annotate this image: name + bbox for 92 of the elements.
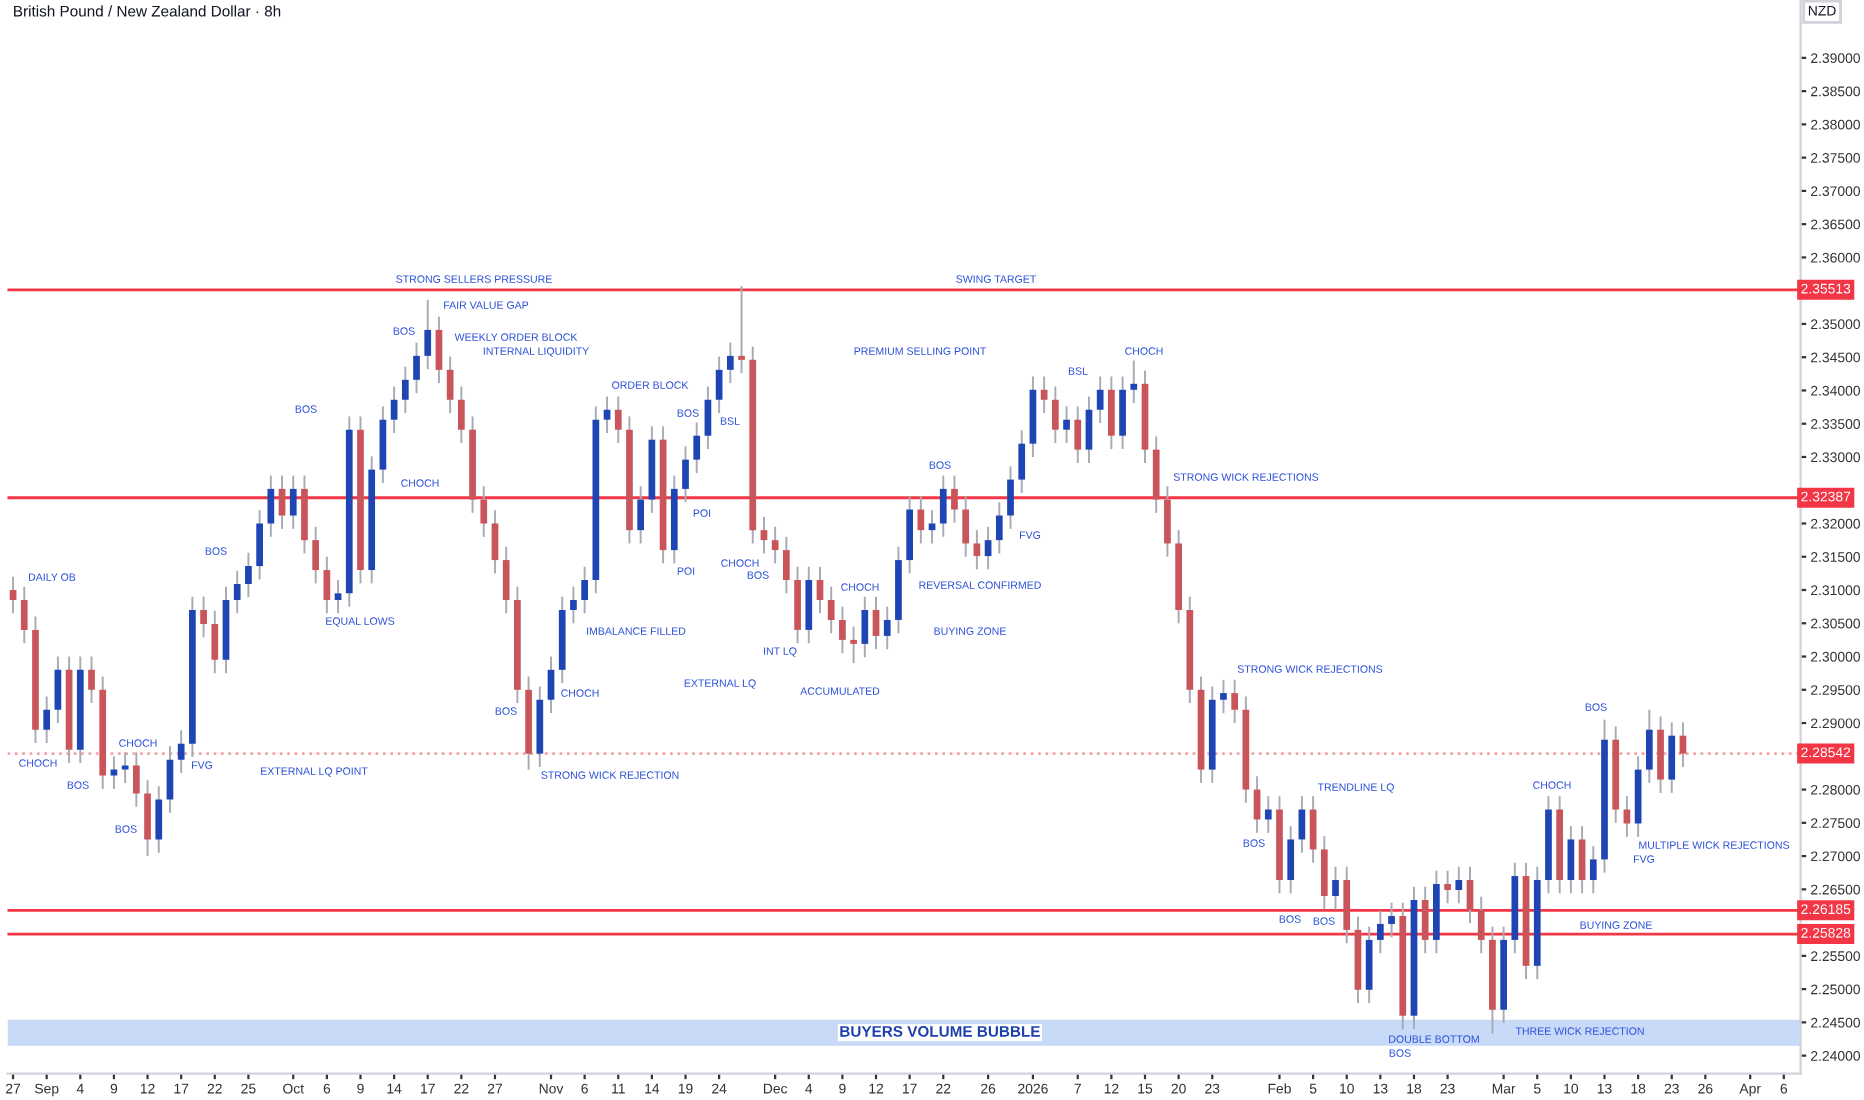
candlestick: [581, 565, 588, 615]
candlestick: [1063, 405, 1070, 444]
candlestick: [1388, 901, 1395, 939]
candlestick: [850, 625, 857, 665]
candlestick: [928, 509, 936, 545]
candlestick: [827, 585, 835, 635]
candlestick: [1668, 721, 1676, 794]
candlestick: [861, 595, 869, 659]
candlestick: [211, 609, 219, 675]
candlestick: [1085, 395, 1093, 464]
candlestick: [939, 474, 947, 538]
candlestick: [614, 395, 622, 444]
candlestick: [88, 655, 95, 705]
candlestick: [637, 485, 645, 545]
candlestick: [1007, 465, 1014, 530]
candlestick: [446, 355, 454, 415]
candlestick: [413, 341, 420, 395]
candlestick: [54, 655, 62, 725]
candlestick: [177, 729, 185, 774]
candlestick: [816, 565, 824, 615]
candlestick: [1477, 895, 1485, 955]
candlestick: [144, 779, 151, 858]
candlestick: [995, 501, 1003, 555]
candlestick: [334, 579, 342, 615]
candlestick: [1253, 775, 1261, 834]
candlestick: [289, 474, 297, 530]
candlestick: [457, 385, 465, 444]
candlestick: [682, 445, 689, 504]
candlestick: [132, 751, 140, 808]
candlestick: [738, 285, 745, 375]
candlestick: [9, 575, 17, 615]
candlestick: [693, 421, 701, 474]
candlestick: [917, 495, 925, 545]
candlestick: [166, 745, 174, 814]
candlestick: [20, 585, 28, 645]
candlestick: [1130, 359, 1138, 405]
candlestick: [43, 695, 51, 744]
candlestick: [771, 525, 779, 565]
candlestick: [1287, 825, 1295, 895]
candlestick: [1051, 385, 1059, 444]
candlestick: [1421, 885, 1429, 955]
candlestick: [1444, 869, 1451, 905]
candlestick: [973, 529, 981, 571]
candlestick: [323, 555, 331, 615]
candlestick: [1376, 909, 1384, 955]
candlestick: [1567, 825, 1575, 895]
candlestick: [962, 495, 970, 558]
candlestick: [603, 395, 611, 434]
candlestick: [715, 355, 723, 415]
candlestick: [480, 485, 488, 538]
candlestick: [1119, 375, 1126, 450]
candlestick: [1578, 825, 1586, 895]
candlestick: [267, 474, 275, 538]
candlestick: [233, 569, 241, 615]
candlestick: [570, 585, 577, 625]
candlestick: [155, 785, 163, 854]
candlestick: [424, 299, 432, 371]
candlestick: [1455, 865, 1463, 905]
candlestick: [1320, 835, 1328, 911]
candlestick: [1466, 865, 1474, 925]
candlestick: [547, 655, 555, 715]
candlestick: [1645, 708, 1653, 784]
candlestick: [278, 474, 286, 530]
candlestick: [1108, 375, 1115, 450]
candlestick: [1018, 429, 1026, 494]
candlestick: [984, 525, 992, 571]
candlestick: [502, 545, 510, 615]
candlestick: [401, 365, 409, 415]
candlestick: [245, 551, 252, 599]
candlestick: [312, 525, 320, 585]
candlestick: [1096, 375, 1104, 425]
candlestick: [1040, 375, 1048, 415]
candlestick: [1220, 678, 1227, 715]
candlestick: [783, 535, 790, 595]
candlestick: [1074, 405, 1082, 464]
candlestick: [883, 605, 891, 651]
candlestick: [390, 385, 398, 434]
candlestick: [200, 595, 207, 639]
candlestick: [435, 315, 443, 385]
candlestick: [839, 605, 846, 655]
candlestick: [1589, 845, 1597, 895]
candlestick: [1264, 795, 1272, 834]
candlestick: [951, 474, 958, 524]
candlestick: [256, 509, 263, 581]
candlestick: [1332, 865, 1339, 911]
candlestick: [1164, 485, 1171, 558]
candlestick: [491, 509, 499, 575]
candlestick: [726, 341, 734, 385]
candlestick: [110, 755, 118, 790]
candlestick: [1231, 678, 1239, 725]
candlestick: [872, 595, 880, 651]
candlestick: [760, 515, 768, 555]
